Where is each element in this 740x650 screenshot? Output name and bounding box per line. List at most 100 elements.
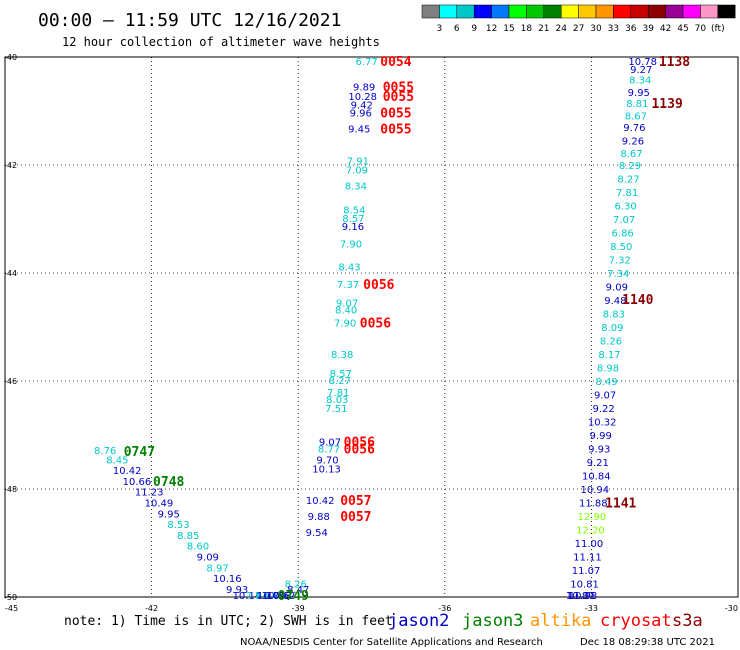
wave-height-value: 8.67 — [620, 149, 642, 160]
wave-height-value: 8.40 — [335, 306, 357, 317]
generated-timestamp: Dec 18 08:29:38 UTC 2021 — [580, 637, 715, 648]
scale-swatch — [665, 4, 684, 19]
wave-height-value: 7.81 — [616, 188, 638, 199]
latitude-tick-label: -42 — [4, 161, 17, 170]
wave-height-value: 8.60 — [187, 542, 209, 553]
wave-height-value: 8.84 — [255, 591, 277, 602]
wave-height-value: 8.26 — [600, 337, 622, 348]
wave-height-value: 9.93 — [226, 585, 248, 596]
latitude-tick-label: -40 — [4, 53, 17, 62]
wave-height-value: 10.42 — [306, 496, 335, 507]
pass-time-labels: 0747074807490054005500550055005500560056… — [124, 55, 691, 604]
scale-label: (ft) — [711, 24, 725, 34]
wave-height-value: 7.91 — [347, 157, 369, 168]
wave-height-value: 11.88 — [579, 499, 608, 510]
wave-height-value: 7.34 — [607, 269, 629, 280]
wave-height-value: 8.76 — [94, 446, 116, 457]
scale-swatch — [491, 4, 510, 19]
wave-height-value: 8.85 — [177, 531, 199, 542]
scale-label: 39 — [642, 24, 654, 34]
scale-swatch — [439, 4, 458, 19]
wave-height-value: 8.53 — [167, 520, 189, 531]
wave-height-value: 11.07 — [572, 566, 601, 577]
pass-time-label: 0057 — [340, 494, 371, 509]
wave-height-value: 7.07 — [613, 215, 635, 226]
satellite-name: jason3 — [462, 611, 523, 631]
pass-time-label: 0748 — [153, 475, 184, 490]
pass-time-label: 0057 — [340, 510, 371, 525]
wave-height-value: 9.16 — [342, 222, 364, 233]
wave-height-value: 9.45 — [348, 124, 370, 135]
wave-height-value: 8.98 — [597, 364, 619, 375]
wave-height-value: 8.17 — [598, 350, 620, 361]
wave-height-value: 8.57 — [330, 369, 352, 380]
scale-label: 24 — [555, 24, 567, 34]
scale-label: 9 — [471, 24, 477, 34]
wave-height-value: 8.81 — [626, 99, 648, 110]
wave-height-value: 6.86 — [612, 229, 634, 240]
wave-height-value: 8.26 — [285, 580, 307, 591]
satellite-name: altika — [530, 611, 591, 631]
scale-swatch — [560, 4, 579, 19]
wave-height-value: 8.49 — [595, 377, 617, 388]
wave-height-value: 9.07 — [319, 437, 341, 448]
pass-time-label: 1141 — [605, 497, 636, 512]
wave-height-value: 9.09 — [197, 553, 219, 564]
wave-height-value: 6.77 — [355, 57, 377, 68]
wave-height-readings: 8.768.4510.4210.6611.2310.499.958.538.85… — [94, 57, 657, 602]
scale-label: 6 — [454, 24, 460, 34]
longitude-tick-label: -33 — [585, 604, 598, 613]
wave-height-value: 7.73 — [246, 591, 268, 602]
latitude-tick-label: -46 — [4, 377, 17, 386]
wave-height-value: 9.76 — [623, 123, 645, 134]
pass-time-label: 1140 — [622, 293, 653, 308]
wave-height-value: 7.32 — [609, 256, 631, 267]
pass-time-label: 0055 — [383, 81, 414, 96]
wave-height-value: 8.83 — [603, 310, 625, 321]
wave-height-value: 9.95 — [158, 509, 180, 520]
wave-height-value: 10.87 — [566, 591, 595, 602]
scale-swatch — [647, 4, 666, 19]
longitude-tick-label: -30 — [725, 604, 738, 613]
wave-height-value: 9.89 — [353, 83, 375, 94]
pass-time-label: 1139 — [651, 97, 682, 112]
wave-height-value: 9.07 — [594, 391, 616, 402]
scale-swatch — [613, 4, 632, 19]
satellite-name: jason2 — [388, 611, 449, 631]
wave-height-value: 10.13 — [312, 464, 341, 475]
pass-time-label: 1138 — [659, 55, 690, 70]
wave-height-value: 7.37 — [337, 280, 359, 291]
scale-swatch — [700, 4, 719, 19]
wave-height-value: 11.11 — [573, 553, 602, 564]
latitude-tick-label: -50 — [4, 593, 17, 602]
credit-text: NOAA/NESDIS Center for Satellite Applica… — [240, 637, 543, 648]
pass-time-label: 0056 — [363, 278, 394, 293]
scale-label: 36 — [625, 24, 637, 34]
wave-height-color-scale: 3 6 9 12 15 18 21 24 27 30 33 36 39 42 45 70 (ft) — [421, 4, 736, 34]
page-subtitle: 12 hour collection of altimeter wave hei… — [62, 35, 380, 49]
wave-height-value: 8.29 — [619, 161, 641, 172]
wave-height-value: 8.43 — [338, 263, 360, 274]
scale-swatch — [456, 4, 475, 19]
wave-height-value: 9.26 — [622, 137, 644, 148]
wave-height-value: 8.54 — [343, 205, 365, 216]
longitude-tick-label: -42 — [145, 604, 158, 613]
satellite-name: s3a — [672, 611, 703, 631]
wave-height-value: 10.16 — [213, 574, 242, 585]
latitude-tick-label: -48 — [4, 485, 17, 494]
wave-height-value: 8.47 — [287, 585, 309, 596]
longitude-tick-label: -39 — [292, 604, 305, 613]
wave-height-value: 9.93 — [588, 445, 610, 456]
scale-swatch — [630, 4, 649, 19]
wave-height-value: 10.94 — [581, 485, 610, 496]
wave-height-value: 9.95 — [628, 88, 650, 99]
wave-height-value: 10.32 — [588, 418, 617, 429]
wave-height-value: 9.09 — [606, 283, 628, 294]
wave-height-value: 8.03 — [326, 395, 348, 406]
wave-height-value: 8.34 — [345, 182, 367, 193]
axis-ticks: -45 -42 -39 -36 -33 -30 -40 -42 -44 -46 -48 -50 — [4, 53, 738, 613]
wave-height-value: 9.48 — [604, 296, 626, 307]
scale-swatch — [508, 4, 527, 19]
pass-time-label: 0055 — [380, 107, 411, 122]
